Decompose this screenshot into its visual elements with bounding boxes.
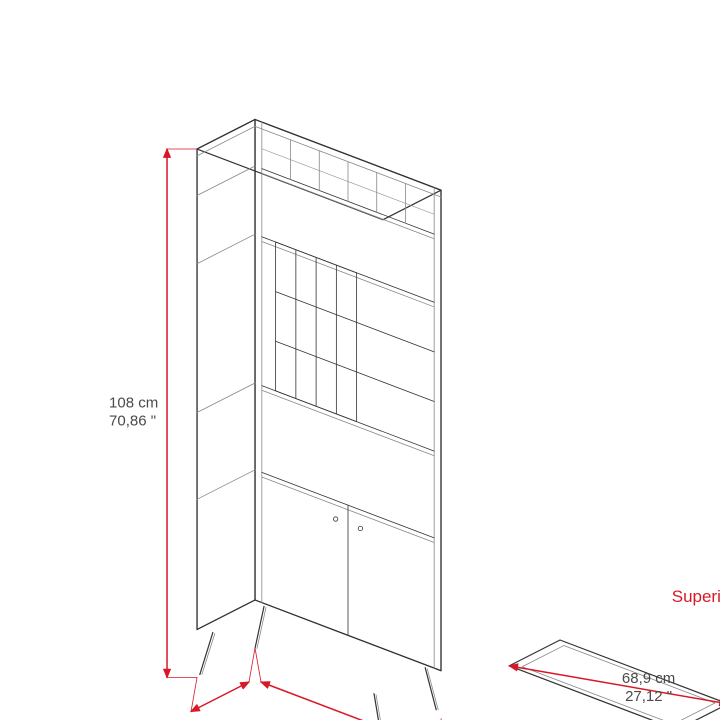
topview-title: Superior bbox=[672, 587, 720, 606]
dim-height-in: 70,86 " bbox=[109, 412, 156, 429]
cabinet-isometric bbox=[197, 120, 441, 720]
furniture-dimension-diagram: 108 cm70,86 "34 cm13,38 "60 cm23,62 "Sup… bbox=[0, 0, 720, 720]
dim-height-cm: 108 cm bbox=[109, 394, 158, 411]
dim-diag-in: 27,12 " bbox=[625, 688, 672, 705]
dim-diag-cm: 68,9 cm bbox=[622, 670, 675, 687]
topview-panel: Superior 68,9 cm27,12 " bbox=[509, 587, 720, 720]
